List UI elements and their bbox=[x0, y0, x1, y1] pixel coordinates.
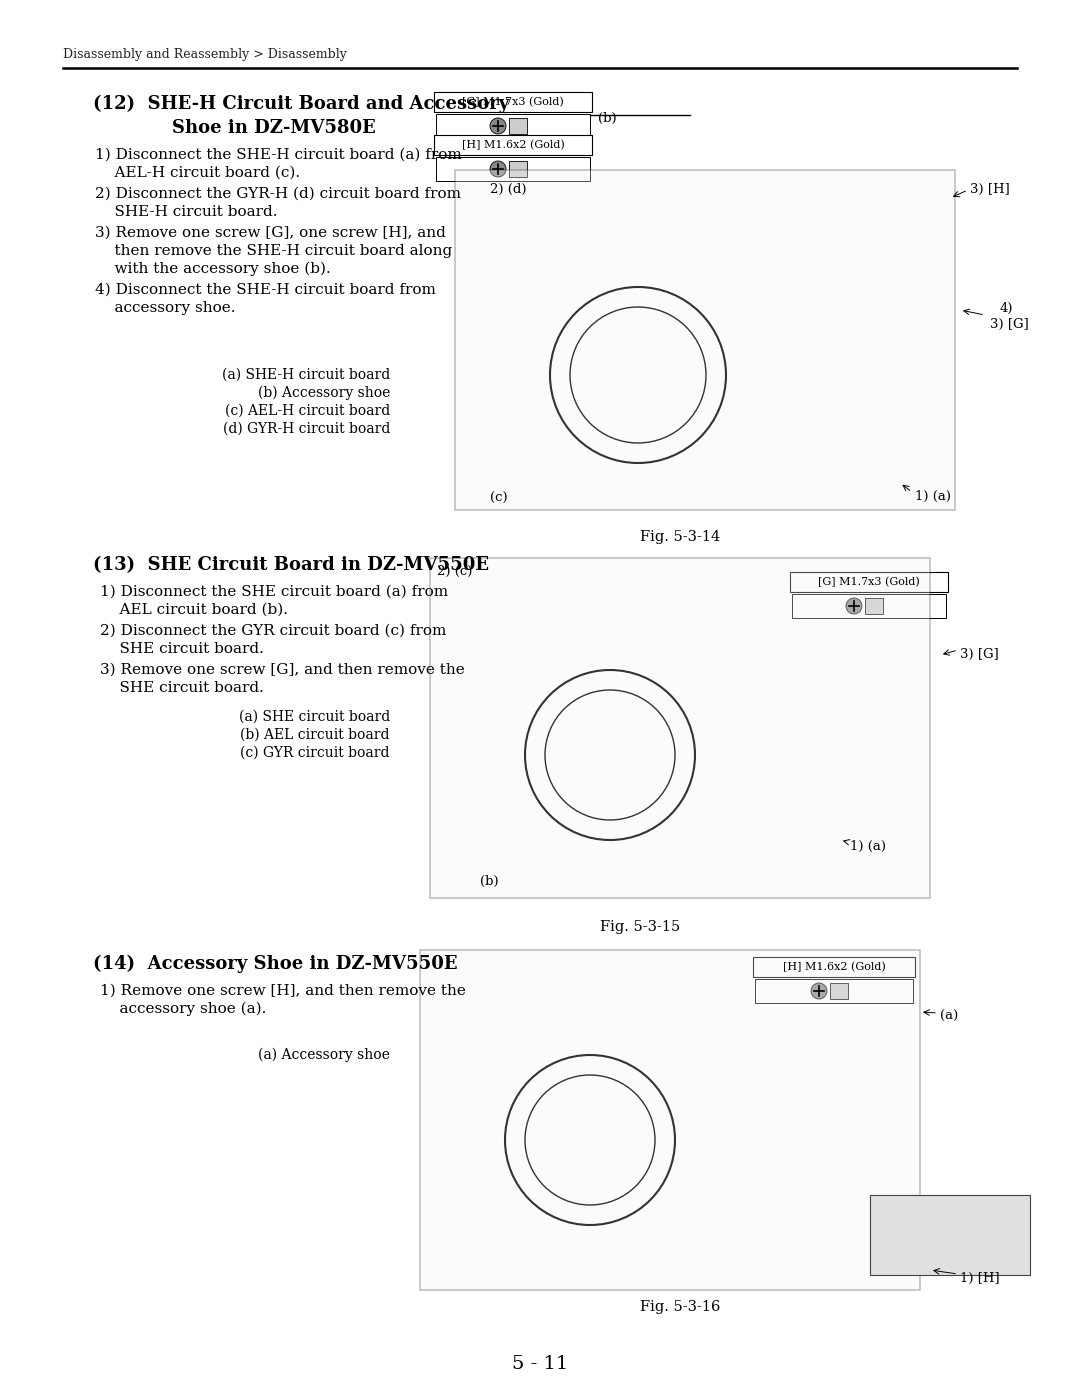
Bar bbox=[509, 117, 527, 134]
Text: AEL-H circuit board (c).: AEL-H circuit board (c). bbox=[95, 166, 300, 180]
Text: 2) Disconnect the GYR circuit board (c) from: 2) Disconnect the GYR circuit board (c) … bbox=[100, 624, 446, 638]
Circle shape bbox=[490, 117, 507, 134]
Text: 3) Remove one screw [G], and then remove the: 3) Remove one screw [G], and then remove… bbox=[100, 664, 464, 678]
Bar bbox=[420, 950, 920, 1289]
Text: 2) (c): 2) (c) bbox=[437, 564, 472, 578]
Text: Fig. 5-3-14: Fig. 5-3-14 bbox=[639, 529, 720, 543]
Text: 1) (a): 1) (a) bbox=[850, 840, 886, 854]
Text: then remove the SHE-H circuit board along: then remove the SHE-H circuit board alon… bbox=[95, 244, 453, 258]
Bar bbox=[755, 979, 913, 1003]
Text: accessory shoe (a).: accessory shoe (a). bbox=[100, 1002, 267, 1017]
Circle shape bbox=[846, 598, 862, 615]
Text: (c): (c) bbox=[490, 492, 508, 504]
Text: 3) [H]: 3) [H] bbox=[970, 183, 1010, 196]
Bar bbox=[455, 170, 955, 510]
Text: 1) (a): 1) (a) bbox=[915, 490, 951, 503]
Bar bbox=[792, 594, 946, 617]
Bar bbox=[434, 136, 592, 155]
Text: Fig. 5-3-15: Fig. 5-3-15 bbox=[599, 921, 680, 935]
Text: (d) GYR-H circuit board: (d) GYR-H circuit board bbox=[222, 422, 390, 436]
Text: AEL circuit board (b).: AEL circuit board (b). bbox=[100, 604, 288, 617]
Text: (a) SHE circuit board: (a) SHE circuit board bbox=[239, 710, 390, 724]
Text: 1) Disconnect the SHE-H circuit board (a) from: 1) Disconnect the SHE-H circuit board (a… bbox=[95, 148, 462, 162]
Bar bbox=[436, 156, 590, 182]
Text: 1) Disconnect the SHE circuit board (a) from: 1) Disconnect the SHE circuit board (a) … bbox=[100, 585, 448, 599]
Text: (14)  Accessory Shoe in DZ-MV550E: (14) Accessory Shoe in DZ-MV550E bbox=[93, 956, 458, 974]
Bar bbox=[430, 557, 930, 898]
Text: (12)  SHE-H Circuit Board and Accessory: (12) SHE-H Circuit Board and Accessory bbox=[93, 95, 510, 113]
Text: 3) [G]: 3) [G] bbox=[960, 648, 999, 661]
Text: (a) SHE-H circuit board: (a) SHE-H circuit board bbox=[221, 367, 390, 381]
Text: with the accessory shoe (b).: with the accessory shoe (b). bbox=[95, 263, 330, 277]
Text: (b) Accessory shoe: (b) Accessory shoe bbox=[258, 386, 390, 401]
Text: (b): (b) bbox=[598, 112, 617, 124]
Text: Disassembly and Reassembly > Disassembly: Disassembly and Reassembly > Disassembly bbox=[63, 47, 347, 61]
Text: 2) Disconnect the GYR-H (d) circuit board from: 2) Disconnect the GYR-H (d) circuit boar… bbox=[95, 187, 461, 201]
Bar bbox=[434, 92, 592, 112]
Text: [H] M1.6x2 (Gold): [H] M1.6x2 (Gold) bbox=[783, 961, 886, 972]
Text: 1) [H]: 1) [H] bbox=[960, 1273, 1000, 1285]
Bar bbox=[789, 571, 948, 592]
Text: (b): (b) bbox=[480, 875, 499, 888]
Text: 4) Disconnect the SHE-H circuit board from: 4) Disconnect the SHE-H circuit board fr… bbox=[95, 284, 436, 298]
Bar bbox=[831, 983, 848, 999]
Text: 3) Remove one screw [G], one screw [H], and: 3) Remove one screw [G], one screw [H], … bbox=[95, 226, 446, 240]
Text: [G] M1.7x3 (Gold): [G] M1.7x3 (Gold) bbox=[462, 96, 564, 108]
Text: 4): 4) bbox=[1000, 302, 1013, 314]
Text: SHE circuit board.: SHE circuit board. bbox=[100, 643, 264, 657]
Text: (13)  SHE Circuit Board in DZ-MV550E: (13) SHE Circuit Board in DZ-MV550E bbox=[93, 556, 489, 574]
Text: (c) AEL-H circuit board: (c) AEL-H circuit board bbox=[225, 404, 390, 418]
Text: (a): (a) bbox=[940, 1010, 958, 1023]
Text: Shoe in DZ-MV580E: Shoe in DZ-MV580E bbox=[172, 119, 376, 137]
Text: 1) Remove one screw [H], and then remove the: 1) Remove one screw [H], and then remove… bbox=[100, 983, 465, 997]
Text: Fig. 5-3-16: Fig. 5-3-16 bbox=[639, 1301, 720, 1315]
Text: 2) (d): 2) (d) bbox=[490, 183, 527, 196]
Text: (c) GYR circuit board: (c) GYR circuit board bbox=[241, 746, 390, 760]
Text: SHE circuit board.: SHE circuit board. bbox=[100, 680, 264, 694]
Text: (b) AEL circuit board: (b) AEL circuit board bbox=[241, 728, 390, 742]
Text: SHE-H circuit board.: SHE-H circuit board. bbox=[95, 205, 278, 219]
Bar bbox=[753, 957, 915, 977]
Text: 5 - 11: 5 - 11 bbox=[512, 1355, 568, 1373]
Text: [G] M1.7x3 (Gold): [G] M1.7x3 (Gold) bbox=[819, 577, 920, 587]
Bar bbox=[436, 115, 590, 138]
Bar bbox=[865, 598, 883, 615]
Text: [H] M1.6x2 (Gold): [H] M1.6x2 (Gold) bbox=[461, 140, 565, 149]
Bar bbox=[509, 161, 527, 177]
Text: accessory shoe.: accessory shoe. bbox=[95, 300, 235, 314]
Circle shape bbox=[490, 161, 507, 177]
Text: (a) Accessory shoe: (a) Accessory shoe bbox=[258, 1048, 390, 1062]
Bar bbox=[870, 1194, 1030, 1275]
Circle shape bbox=[811, 983, 827, 999]
Text: 3) [G]: 3) [G] bbox=[990, 319, 1029, 331]
